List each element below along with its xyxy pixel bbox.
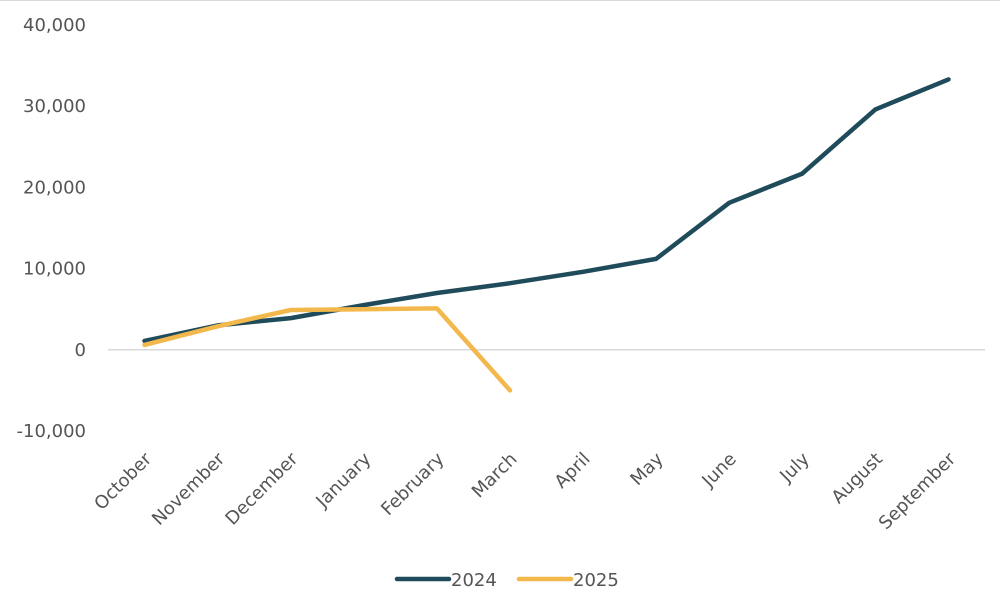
x-tick-label: February	[377, 448, 448, 519]
x-tick-label: June	[697, 449, 740, 492]
x-tick-label: October	[90, 448, 156, 514]
x-tick-label: July	[775, 448, 814, 487]
x-tick-label: April	[551, 449, 595, 493]
x-tick-label: August	[828, 449, 887, 508]
y-tick-label: -10,000	[17, 421, 86, 442]
legend-label-2024: 2024	[451, 570, 497, 591]
x-tick-label: January	[312, 448, 376, 512]
series-line-2025	[142, 306, 513, 393]
series-layer	[142, 77, 951, 393]
legend-label-2025: 2025	[573, 570, 619, 591]
x-tick-label: November	[148, 448, 229, 529]
y-tick-label: 20,000	[23, 177, 86, 198]
x-tick-label: March	[468, 449, 522, 503]
legend: 2024 2025	[394, 570, 619, 591]
y-axis: -10,000 0 10,000 20,000 30,000 40,000	[17, 15, 985, 442]
y-tick-label: 10,000	[23, 259, 86, 280]
series-line-2024	[142, 77, 951, 344]
x-tick-label: May	[626, 448, 667, 489]
y-tick-label: 0	[75, 340, 86, 361]
y-tick-label: 30,000	[23, 96, 86, 117]
y-tick-label: 40,000	[23, 15, 86, 36]
x-tick-label: December	[221, 448, 302, 529]
x-tick-label: September	[875, 448, 961, 534]
top-border	[0, 0, 1000, 1]
